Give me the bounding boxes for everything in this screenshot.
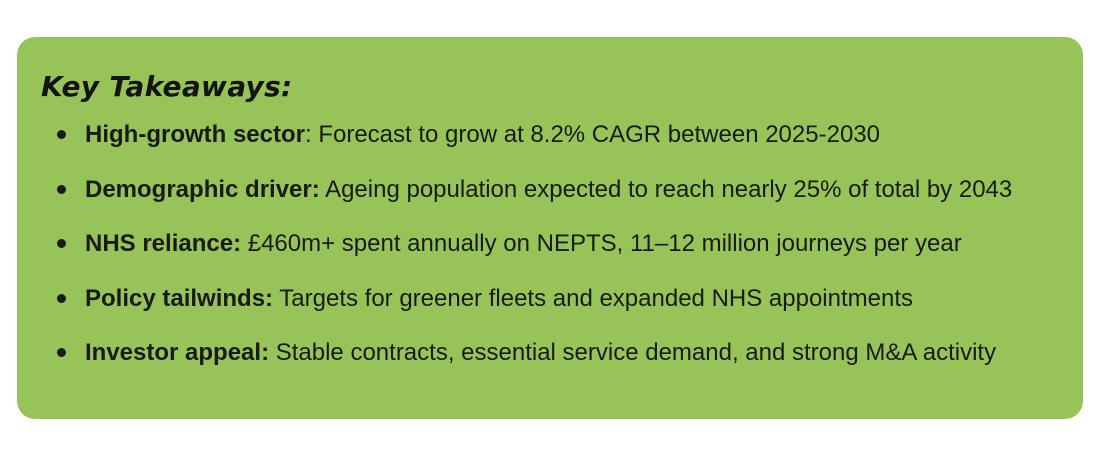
list-item: Demographic driver: Ageing population ex… bbox=[57, 170, 1012, 225]
item-text: : Forecast to grow at 8.2% CAGR between … bbox=[305, 121, 880, 148]
bullet-icon bbox=[57, 239, 66, 248]
item-text: Stable contracts, essential service dema… bbox=[269, 339, 997, 366]
list-item: NHS reliance: £460m+ spent annually on N… bbox=[57, 224, 1012, 279]
key-takeaways-card: Key Takeaways: High-growth sector: Forec… bbox=[17, 37, 1083, 419]
item-text: Ageing population expected to reach near… bbox=[319, 175, 1013, 203]
item-label: Investor appeal: bbox=[85, 339, 270, 366]
item-label: NHS reliance: bbox=[85, 230, 242, 257]
card-title: Key Takeaways: bbox=[41, 70, 293, 103]
list-item: Policy tailwinds: Targets for greener fl… bbox=[57, 279, 1012, 334]
bullet-icon bbox=[57, 293, 66, 303]
takeaways-list: High-growth sector: Forecast to grow at … bbox=[57, 115, 1012, 388]
item-label: Policy tailwinds: bbox=[85, 284, 274, 312]
list-item: Investor appeal: Stable contracts, essen… bbox=[57, 333, 1012, 388]
bullet-icon bbox=[57, 348, 66, 357]
item-text: £460m+ spent annually on NEPTS, 11–12 mi… bbox=[241, 230, 962, 257]
list-item: High-growth sector: Forecast to grow at … bbox=[57, 115, 1012, 170]
item-label: Demographic driver: bbox=[85, 175, 320, 203]
bullet-icon bbox=[57, 130, 66, 139]
bullet-icon bbox=[57, 184, 66, 194]
item-label: High-growth sector bbox=[85, 121, 305, 148]
item-text: Targets for greener fleets and expanded … bbox=[273, 284, 913, 312]
